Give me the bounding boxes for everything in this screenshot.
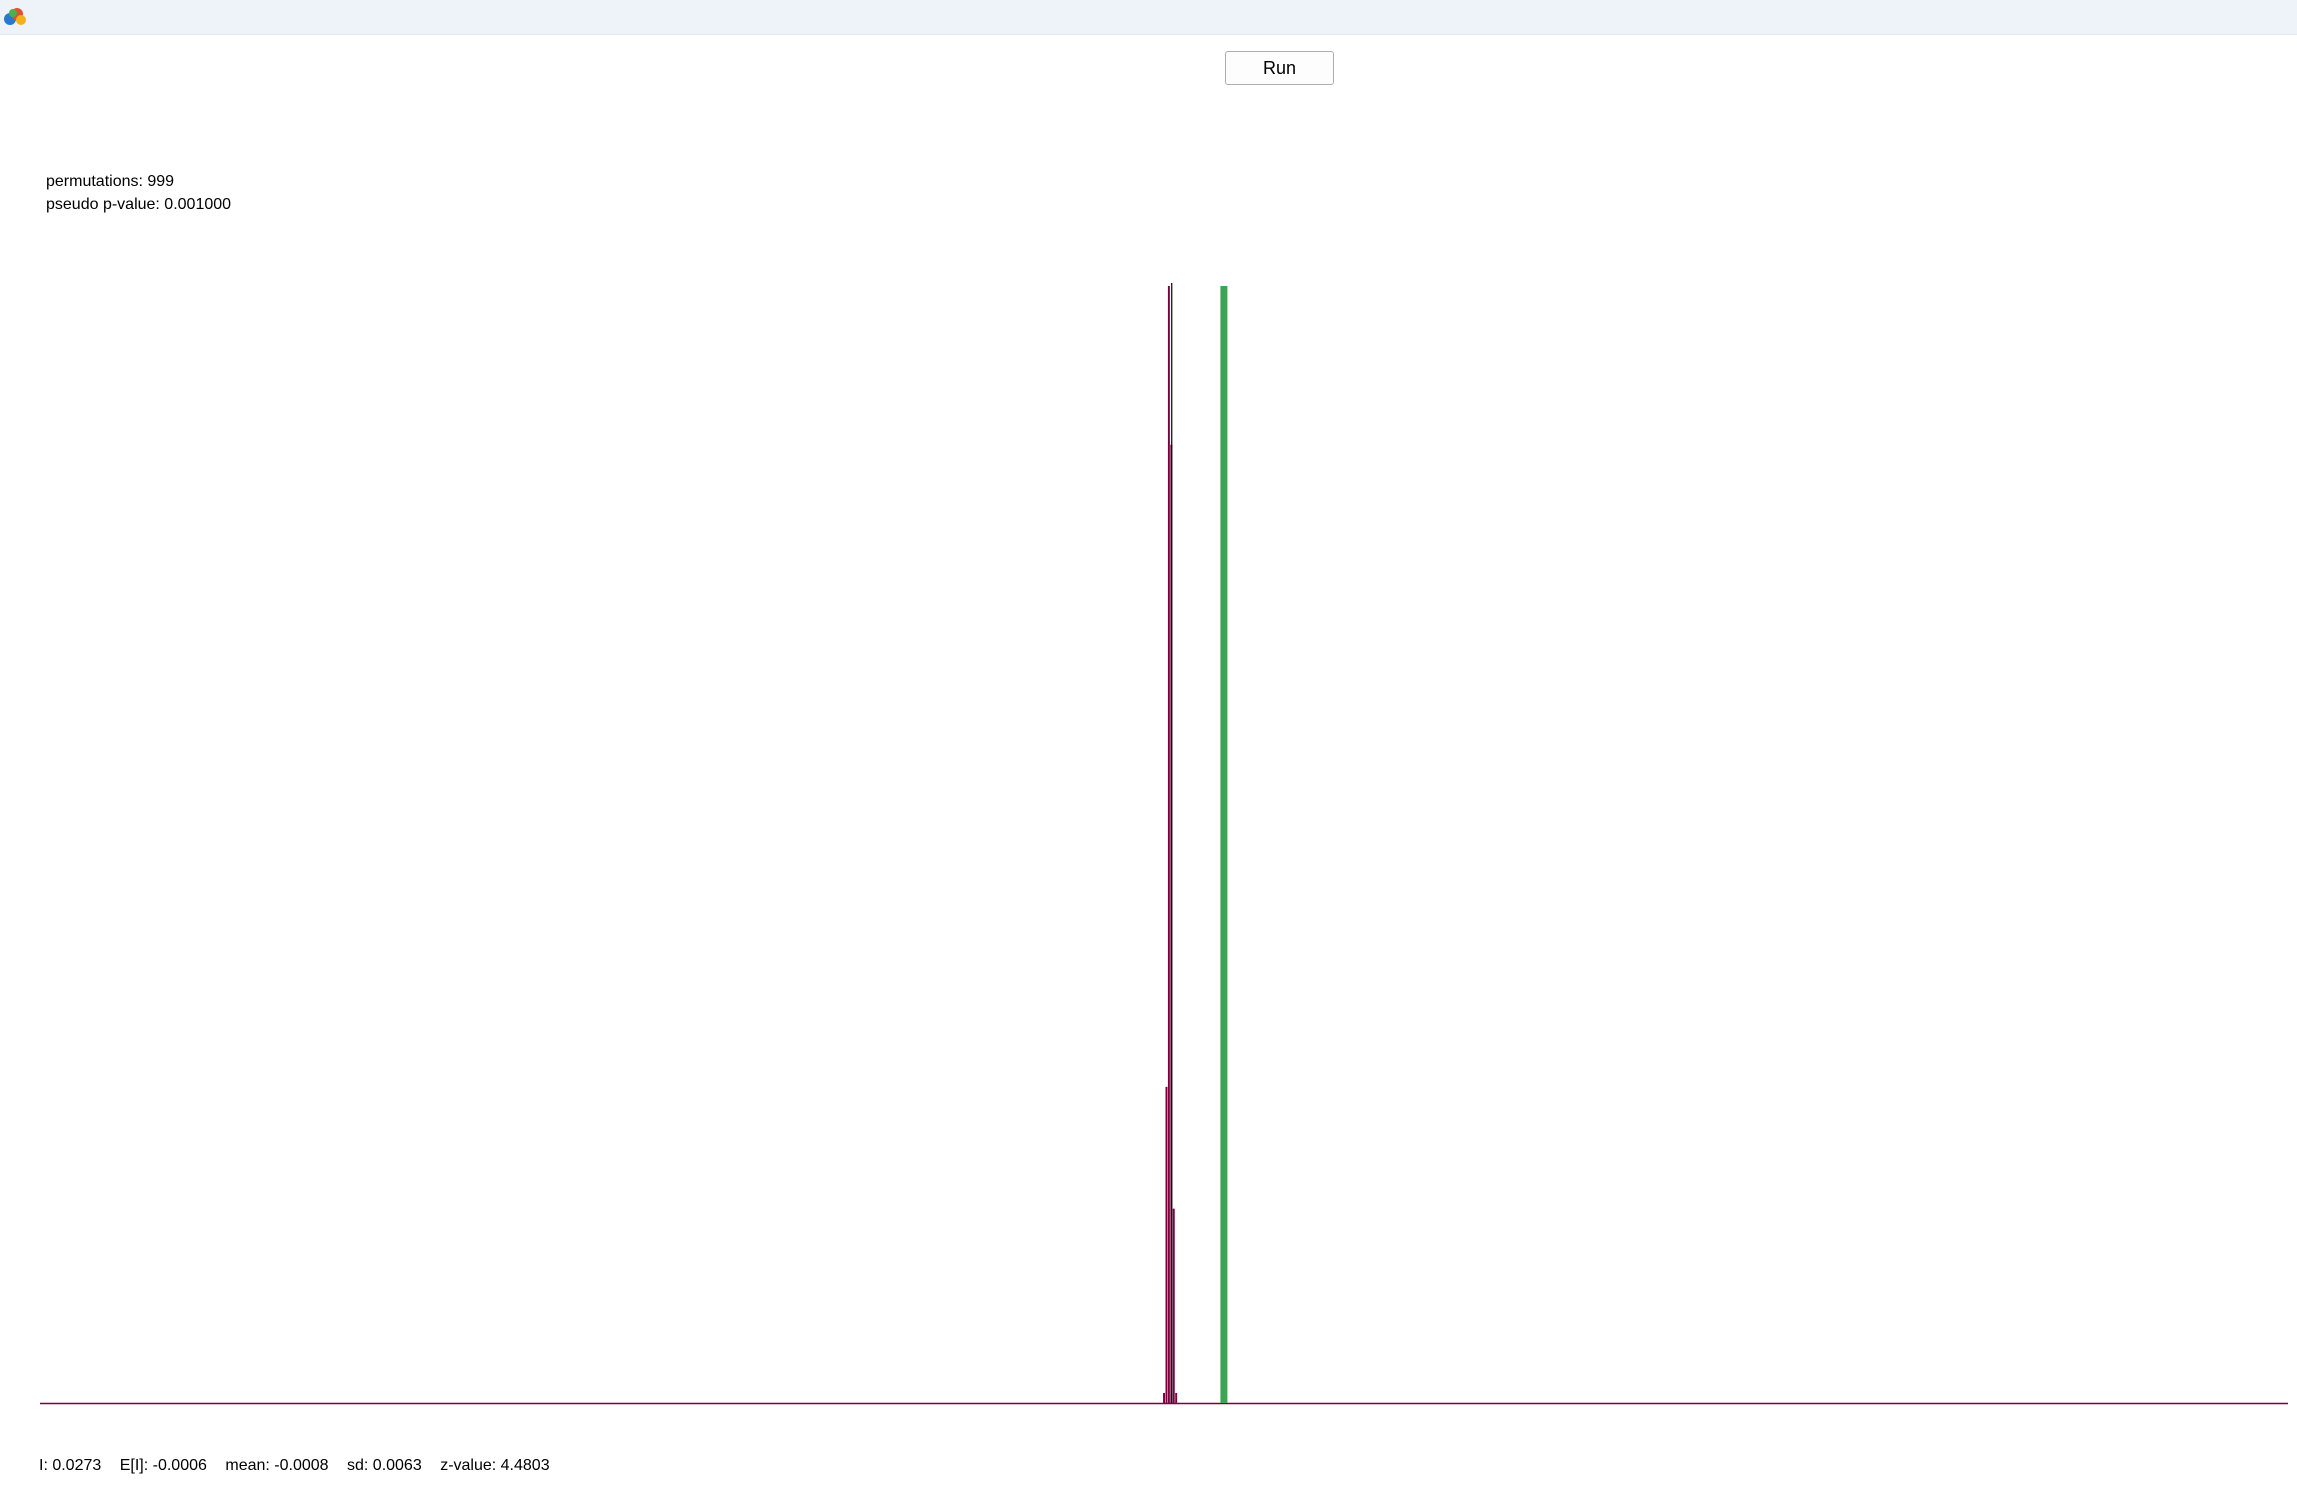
- histogram-bar: [1175, 1392, 1178, 1403]
- permutation-stats: permutations: 999 pseudo p-value: 0.0010…: [46, 170, 231, 216]
- histogram-bar: [1165, 1086, 1168, 1403]
- title-bar: [0, 0, 2297, 35]
- moran-i-value: I: 0.0273: [39, 1457, 102, 1474]
- expected-i-value: E[I]: -0.0006: [119, 1457, 207, 1474]
- summary-stats: I: 0.0273 E[I]: -0.0006 mean: -0.0008 sd…: [39, 1457, 564, 1475]
- z-value: z-value: 4.4803: [440, 1457, 550, 1474]
- sd-value: sd: 0.0063: [347, 1457, 422, 1474]
- pseudo-p-value-label: pseudo p-value: 0.001000: [46, 196, 232, 213]
- histogram-bar: [1167, 286, 1170, 1403]
- permutations-label: permutations: 999: [46, 173, 175, 190]
- run-button[interactable]: Run: [1225, 51, 1334, 85]
- app-icon: [4, 8, 26, 25]
- mean-value: mean: -0.0008: [225, 1457, 329, 1474]
- histogram-bar: [1163, 1392, 1165, 1403]
- histogram-bar: [1172, 1208, 1175, 1403]
- observed-i-line: [1220, 286, 1228, 1403]
- histogram-bars: [1163, 286, 1178, 1403]
